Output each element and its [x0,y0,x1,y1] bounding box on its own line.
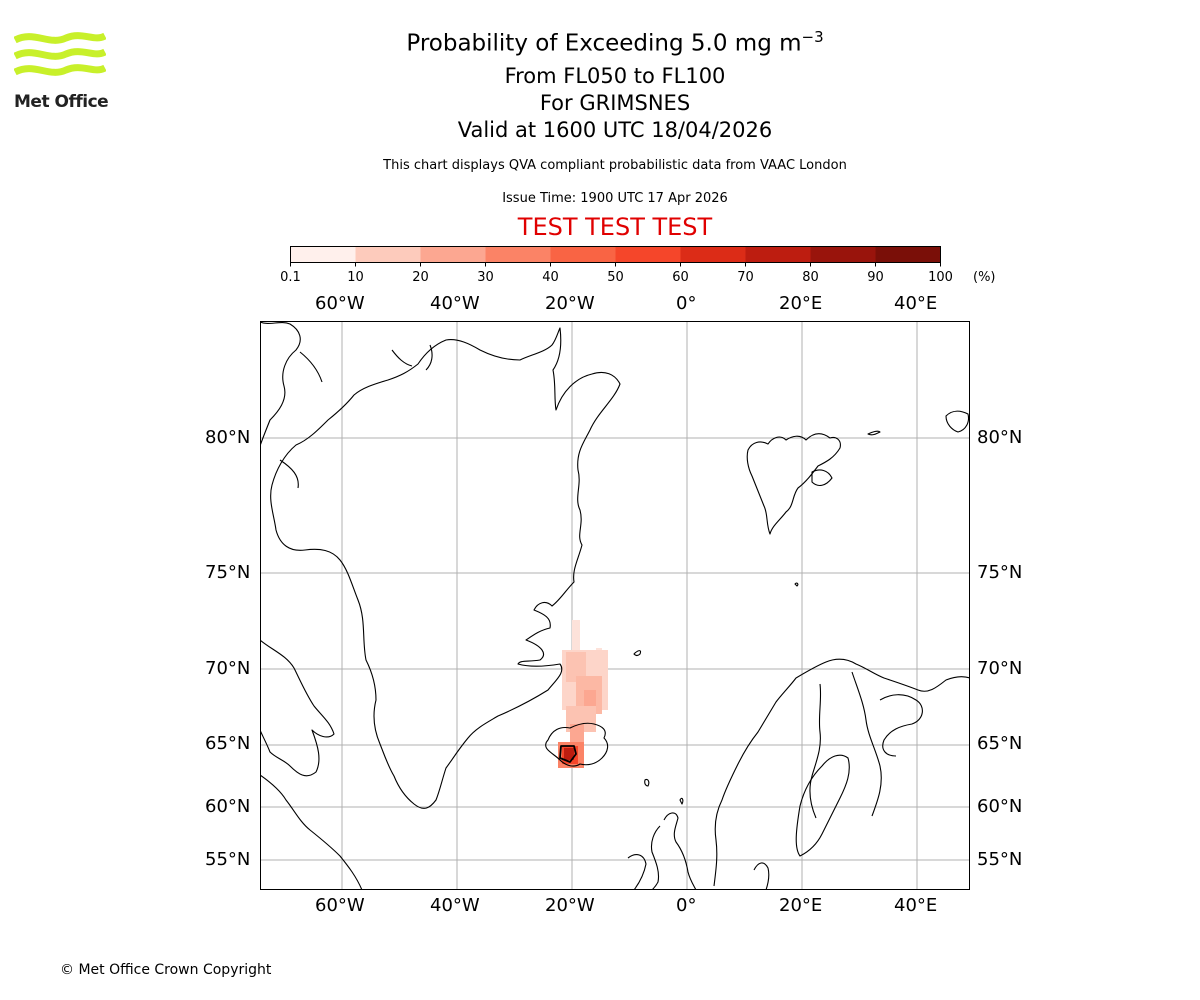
map-panel [260,321,970,890]
colorbar-segment [420,246,486,263]
volcano-location: For GRIMSNES [539,91,691,115]
colorbar-tick-label: 40 [542,270,559,285]
kvitoya-coast [867,430,881,436]
lat-label-left-60n: 60°N [205,796,251,817]
canadian-arctic-coast [260,321,301,447]
plume-cell [566,652,586,682]
plume-cell [570,724,584,744]
greenland-fjord-detail [279,344,433,489]
flight-levels: From FL050 to FL100 [504,64,726,88]
faroe-islands-coast [644,778,650,787]
issue-time: Issue Time: 1900 UTC 17 Apr 2026 [502,191,728,206]
colorbar-tick-label: 90 [867,270,884,285]
greenland-coast [270,327,621,809]
lon-label-top-40e: 40°E [894,293,938,314]
norway-coast [713,658,970,887]
lat-label-left-65n: 65°N [205,733,251,754]
colorbar-segment [615,246,681,263]
lon-label-top-20e: 20°E [779,293,823,314]
colorbar-segment [680,246,746,263]
kola-white-sea-coast [879,694,923,757]
plume-cell [584,690,596,706]
lon-label-bottom-20w: 20°W [545,895,595,916]
map-frame [260,321,970,890]
test-banner: TEST TEST TEST [517,213,713,241]
baffin-island-coast [260,639,335,777]
colorbar-tick-label: 30 [477,270,494,285]
copyright-notice: © Met Office Crown Copyright [60,962,272,978]
colorbar-segment [485,246,551,263]
met-office-logo-waves [14,32,106,76]
svalbard-coast [746,433,841,535]
plume-cell [564,748,574,760]
lon-label-bottom-40e: 40°E [894,895,938,916]
jutland-coast [753,862,770,890]
lon-label-bottom-40w: 40°W [430,895,480,916]
colorbar-unit: (%) [973,270,996,285]
scotland-west-coast [650,825,661,890]
grimsnes-marker [559,745,577,763]
franz-josef-coast [945,410,970,433]
lon-label-top-60w: 60°W [315,293,365,314]
colorbar-segment [745,246,811,263]
compliance-note: This chart displays QVA compliant probab… [383,158,847,173]
colorbar-segment [810,246,876,263]
lat-label-right-55n: 55°N [977,849,1023,870]
chart-title-text: Probability of Exceeding 5.0 mg m [406,30,802,57]
probability-colorbar [290,246,941,267]
finland-russia-border [851,671,882,817]
bear-island-coast [794,582,799,587]
lat-label-left-75n: 75°N [205,562,251,583]
labrador-coast [260,774,363,890]
shetland-coast [679,797,684,805]
colorbar-tick-label: 50 [607,270,624,285]
ireland-coast [627,854,647,890]
lon-label-top-40w: 40°W [430,293,480,314]
valid-time: Valid at 1600 UTC 18/04/2026 [457,118,773,142]
colorbar-tick-label: 10 [347,270,364,285]
svalbard-east-coast [811,469,833,487]
colorbar-segment [875,246,941,263]
colorbar-segment [355,246,421,263]
lat-label-right-65n: 65°N [977,733,1023,754]
great-britain-coast [663,812,697,890]
colorbar-segment [550,246,616,263]
colorbar-tick-label: 60 [672,270,689,285]
colorbar-tick-label: 80 [802,270,819,285]
baltic-coast [795,754,850,857]
jan-mayen-coast [633,650,642,657]
iceland-coast [545,722,609,767]
colorbar-tick-label: 100 [928,270,953,285]
lat-label-right-60n: 60°N [977,796,1023,817]
lat-label-right-80n: 80°N [977,427,1023,448]
logo-text: Met Office [14,92,109,112]
map-background [260,321,970,890]
lon-label-top-20w: 20°W [545,293,595,314]
colorbar-tick-label: 0.1 [280,270,301,285]
coastlines [260,321,970,890]
lat-label-left-80n: 80°N [205,427,251,448]
lat-label-right-75n: 75°N [977,562,1023,583]
lat-label-left-70n: 70°N [205,658,251,679]
plume-cell [572,620,580,650]
colorbar-tick-label: 70 [737,270,754,285]
lon-label-bottom-20e: 20°E [779,895,823,916]
lon-label-bottom-60w: 60°W [315,895,365,916]
lat-label-left-55n: 55°N [205,849,251,870]
colorbar-segment [290,246,356,263]
chart-title-superscript: −3 [801,28,824,46]
map-gridlines [260,321,970,890]
lat-label-right-70n: 70°N [977,658,1023,679]
sweden-finland-border [809,683,822,819]
chart-title: Probability of Exceeding 5.0 mg m−3 [0,28,1200,57]
colorbar-tick-label: 20 [412,270,429,285]
lon-label-bottom-0: 0° [676,895,697,916]
lon-label-top-0: 0° [676,293,697,314]
